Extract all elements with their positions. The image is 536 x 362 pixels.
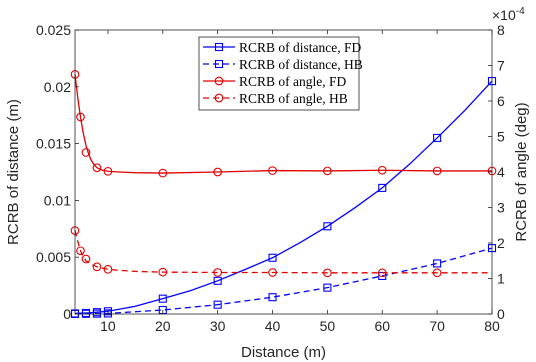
x-tick-label: 60	[374, 318, 390, 334]
series-2-point	[433, 259, 442, 268]
x-tick-label: 70	[429, 318, 445, 334]
series-3-point	[323, 166, 332, 176]
series-3-line	[74, 74, 492, 174]
series-1-point	[268, 253, 277, 262]
series-1-point	[158, 294, 167, 303]
legend-marker	[214, 42, 224, 52]
series-3-point	[268, 166, 277, 175]
series-4-point	[92, 262, 102, 272]
legend-label: RCRB of distance, HB	[239, 57, 363, 72]
y-left-tick-label: 0.01	[44, 192, 71, 208]
x-tick-label: 40	[265, 318, 281, 334]
series-1-point	[213, 276, 222, 285]
legend-label: RCRB of distance, FD	[239, 40, 362, 55]
ticks-layer: 10 20 30 40 50 60 70 8000.0050.010.0150.020.025…	[36, 22, 505, 334]
series-1-line	[74, 80, 493, 315]
series-4	[70, 226, 492, 278]
y-right-tick-label: 4	[497, 164, 505, 180]
series-2-point	[213, 300, 222, 309]
series-3-point	[432, 166, 442, 176]
y-right-tick-label: 2	[497, 235, 505, 251]
series-4-line	[74, 230, 492, 274]
y-left-tick-label: 0.02	[44, 79, 71, 95]
legend-marker	[214, 76, 224, 86]
legend-label: RCRB of angle, FD	[239, 74, 347, 89]
y-right-tick-label: 5	[497, 129, 505, 145]
series-3-point	[81, 148, 91, 157]
series-4-point	[432, 268, 442, 278]
x-tick-label: 80	[484, 318, 500, 334]
series-3-point	[76, 112, 85, 122]
series-1-point	[378, 183, 387, 192]
x-tick-label: 20	[155, 318, 171, 334]
series-2-point	[103, 309, 112, 318]
y-right-tick-label: 6	[497, 93, 505, 109]
y-right-tick-label: 0	[497, 306, 505, 322]
x-tick-label: 30	[210, 318, 226, 334]
legend-box	[198, 36, 360, 111]
y-right-tick-label: 8	[497, 22, 505, 38]
series-4-point	[213, 268, 223, 277]
series-4-point	[81, 254, 91, 264]
legend-marker	[214, 93, 224, 103]
y-left-tick-label: 0.025	[36, 22, 71, 38]
series-1-point	[433, 133, 442, 142]
series-4-point	[103, 264, 113, 274]
series-4-point	[377, 268, 387, 278]
legend-marker	[214, 59, 224, 69]
x-tick-label: 50	[320, 318, 336, 334]
series-2-point	[323, 283, 332, 292]
series-4-point	[76, 246, 85, 256]
series-1-point	[323, 222, 332, 231]
series-3-point	[103, 166, 113, 176]
y-left-tick-label: 0.015	[36, 136, 71, 152]
x-axis-label: Distance (m)	[241, 344, 326, 361]
series-3-point	[213, 167, 223, 177]
y-left-tick-label: 0.005	[36, 249, 71, 265]
x-tick-label: 10	[100, 318, 116, 334]
series-2-point	[268, 293, 277, 302]
series-4-point	[268, 268, 277, 277]
y-axis-right-label: RCRB of angle (deg)	[513, 102, 530, 241]
series-4-point	[323, 268, 332, 278]
y-right-tick-label: 3	[497, 200, 505, 216]
y-right-tick-label: 7	[497, 58, 505, 74]
legend-label: RCRB of angle, HB	[239, 91, 348, 106]
y-right-tick-label: 1	[497, 271, 505, 287]
y-axis-left-label: RCRB of distance (m)	[5, 99, 22, 245]
legend: RCRB of distance, FD RCRB of distance, HB…	[198, 36, 363, 111]
right-axis-exponent: ×10-4	[492, 6, 525, 23]
series-3-point	[158, 168, 168, 178]
series-4-point	[158, 267, 168, 277]
series-layer	[70, 70, 497, 318]
y-left-tick-label: 0	[63, 306, 71, 322]
series-3-point	[92, 163, 102, 173]
series-2-line	[74, 247, 493, 315]
series-3-point	[377, 165, 387, 175]
